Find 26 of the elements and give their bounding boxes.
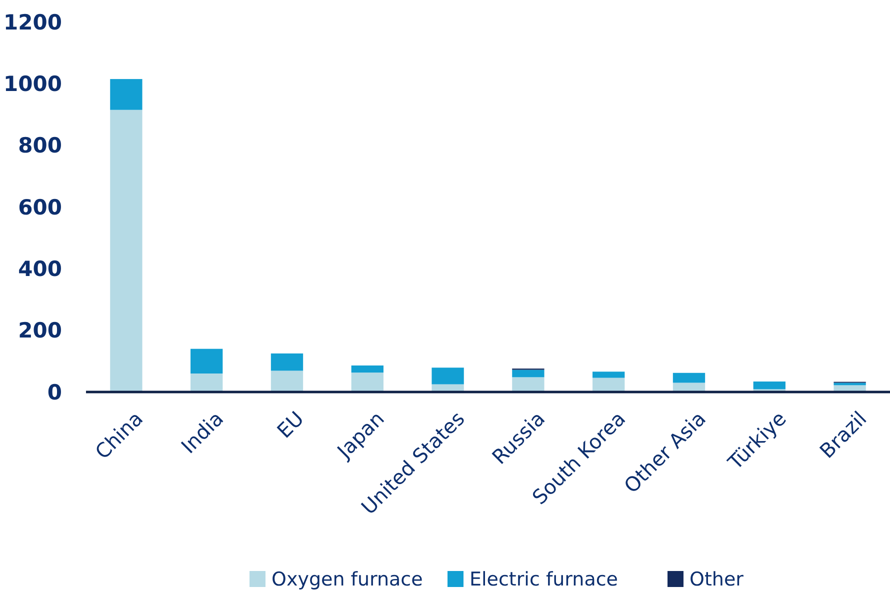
bar bbox=[672, 372, 706, 383]
y-tick-label: 1000 bbox=[4, 72, 62, 96]
y-tick-label: 0 bbox=[47, 380, 62, 404]
legend-label: Electric furnace bbox=[470, 568, 618, 591]
bar bbox=[753, 382, 786, 390]
bar bbox=[351, 372, 384, 392]
bar bbox=[110, 110, 142, 392]
x-tick-label: EU bbox=[272, 406, 308, 443]
legend-label: Other bbox=[690, 568, 744, 591]
bar bbox=[512, 370, 544, 378]
legend-label: Oxygen furnace bbox=[272, 568, 423, 591]
bar bbox=[190, 348, 223, 374]
bar bbox=[110, 79, 142, 110]
bar bbox=[190, 374, 223, 392]
y-tick-label: 1200 bbox=[4, 10, 62, 34]
bar bbox=[432, 368, 464, 384]
bar bbox=[351, 365, 384, 373]
bar bbox=[592, 372, 625, 378]
y-tick-label: 600 bbox=[18, 195, 62, 220]
y-tick-label: 200 bbox=[18, 318, 62, 343]
bar bbox=[270, 370, 304, 392]
y-tick-label: 800 bbox=[18, 134, 62, 158]
bar bbox=[270, 353, 304, 371]
bar bbox=[592, 378, 625, 392]
bar bbox=[512, 377, 544, 392]
y-tick-label: 400 bbox=[18, 257, 62, 282]
